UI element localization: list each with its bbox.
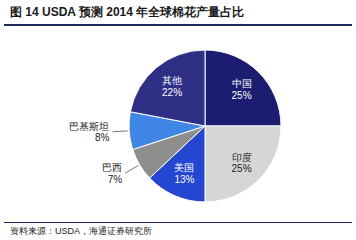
svg-text:中国25%: 中国25% (232, 78, 252, 101)
svg-text:巴西7%: 巴西7% (102, 162, 122, 185)
svg-text:巴基斯坦8%: 巴基斯坦8% (69, 121, 109, 143)
svg-text:其他22%: 其他22% (162, 75, 182, 98)
svg-text:美国13%: 美国13% (174, 162, 194, 185)
svg-text:印度25%: 印度25% (232, 152, 252, 175)
html-text:资料来源：USDA，海通证券研究所: 资料来源：USDA，海通证券研究所 (10, 226, 152, 236)
html-text:图 14 USDA 预测 2014 年全球棉花产量占比: 图 14 USDA 预测 2014 年全球棉花产量占比 (10, 5, 245, 19)
